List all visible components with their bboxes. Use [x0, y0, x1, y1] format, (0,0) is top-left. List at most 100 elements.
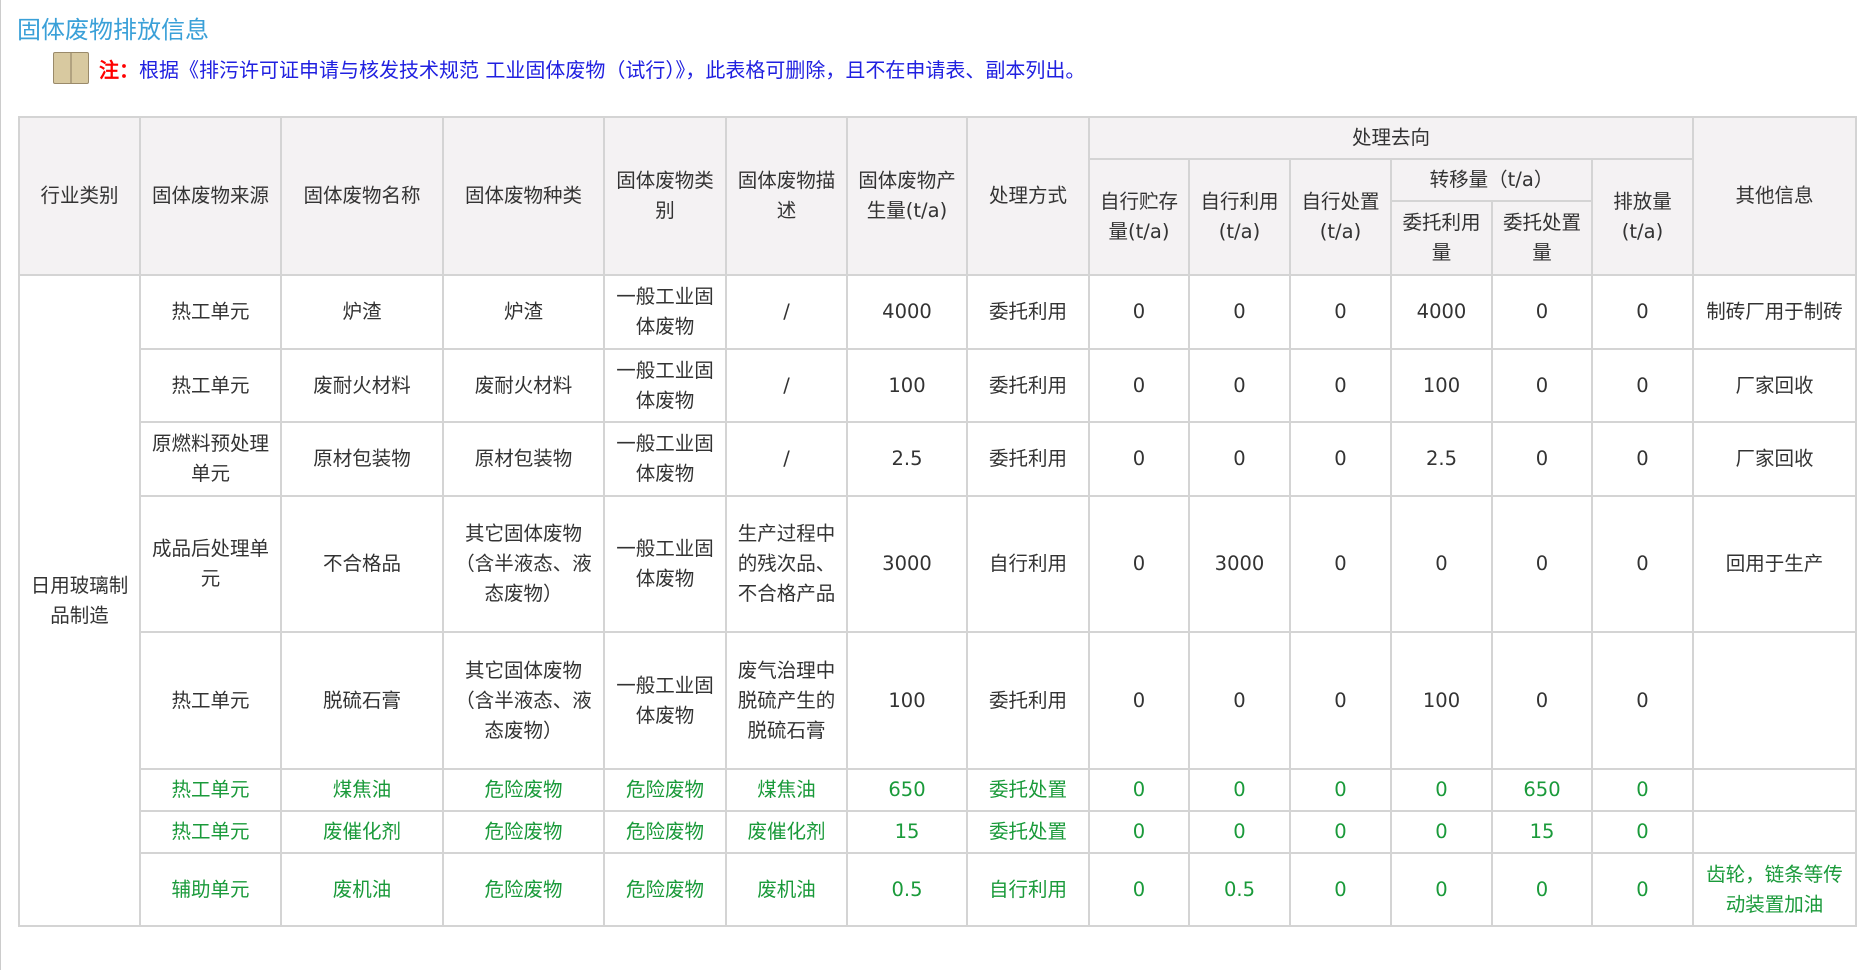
- table-cell: 0: [1088, 631, 1190, 770]
- table-cell: 炉渣: [442, 274, 605, 350]
- table-cell: 0: [1591, 768, 1694, 812]
- table-cell: 4000: [846, 274, 968, 350]
- table-cell: 0: [1188, 810, 1291, 854]
- header-direction: 处理去向: [1088, 116, 1694, 160]
- table-cell: [1692, 768, 1857, 812]
- table-cell: 废机油: [725, 852, 848, 927]
- table-cell: 热工单元: [139, 348, 282, 423]
- table-cell: 0: [1289, 274, 1392, 350]
- header-kind: 固体废物种类: [442, 116, 605, 276]
- cell-industry: 日用玻璃制品制造: [18, 274, 141, 927]
- table-cell: 0: [1390, 852, 1493, 927]
- table-cell: 委托利用: [966, 631, 1090, 770]
- table-cell: 3000: [846, 495, 968, 633]
- table-cell: 100: [846, 348, 968, 423]
- table-cell: 脱硫石膏: [280, 631, 444, 770]
- table-cell: 0: [1591, 348, 1694, 423]
- table-cell: 0: [1491, 421, 1593, 497]
- header-desc: 固体废物描述: [725, 116, 848, 276]
- table-cell: /: [725, 348, 848, 423]
- table-cell: /: [725, 421, 848, 497]
- table-cell: 15: [1491, 810, 1593, 854]
- table-cell: 齿轮，链条等传动装置加油: [1692, 852, 1857, 927]
- header-source: 固体废物来源: [139, 116, 282, 276]
- table-cell: 煤焦油: [725, 768, 848, 812]
- table-cell: 0: [1289, 852, 1392, 927]
- table-cell: 制砖厂用于制砖: [1692, 274, 1857, 350]
- table-row: 成品后处理单元 不合格品 其它固体废物（含半液态、液态废物） 一般工业固体废物 生产过程…: [19, 495, 1857, 633]
- table-cell: 其它固体废物（含半液态、液态废物）: [442, 631, 605, 770]
- table-cell: 热工单元: [139, 274, 282, 350]
- table-cell: 废耐火材料: [280, 348, 444, 423]
- table-row: 热工单元 煤焦油 危险废物 危险废物 煤焦油 650 委托处置 0 0 0 0 650 0: [19, 768, 1857, 812]
- table-cell: 0: [1390, 768, 1493, 812]
- table-cell: 0: [1591, 631, 1694, 770]
- table-cell: 0: [1491, 852, 1593, 927]
- table-cell: 0: [1289, 348, 1392, 423]
- table-cell: /: [725, 274, 848, 350]
- header-other: 其他信息: [1692, 116, 1857, 276]
- table-cell: 100: [1390, 631, 1493, 770]
- table-cell: 0: [1491, 495, 1593, 633]
- table-cell: 0: [1289, 495, 1392, 633]
- table-cell: 危险废物: [442, 852, 605, 927]
- solid-waste-table: 行业类别 固体废物来源 固体废物名称 固体废物种类 固体废物类别 固体废物描述 …: [18, 116, 1857, 927]
- table-cell: 委托处置: [966, 768, 1090, 812]
- table-cell: 委托处置: [966, 810, 1090, 854]
- table-cell: 0: [1591, 421, 1694, 497]
- table-cell: 废机油: [280, 852, 444, 927]
- table-cell: 0: [1591, 274, 1694, 350]
- header-amount: 固体废物产生量(t/a): [846, 116, 968, 276]
- table-cell: 2.5: [846, 421, 968, 497]
- table-cell: 煤焦油: [280, 768, 444, 812]
- table-cell: 热工单元: [139, 768, 282, 812]
- table-cell: 0: [1088, 348, 1190, 423]
- table-cell: [1692, 810, 1857, 854]
- table-cell: 0.5: [1188, 852, 1291, 927]
- table-cell: 自行利用: [966, 852, 1090, 927]
- table-cell: 0: [1088, 421, 1190, 497]
- table-cell: 危险废物: [603, 768, 727, 812]
- table-cell: 100: [846, 631, 968, 770]
- table-cell: 0: [1088, 274, 1190, 350]
- table-cell: 成品后处理单元: [139, 495, 282, 633]
- header-name: 固体废物名称: [280, 116, 444, 276]
- header-entrust-dispose: 委托处置量: [1491, 200, 1593, 276]
- note-text: 根据《排污许可证申请与核发技术规范 工业固体废物（试行）》，此表格可删除，且不在…: [139, 57, 1086, 82]
- table-cell: 0: [1491, 348, 1593, 423]
- table-cell: 0: [1289, 631, 1392, 770]
- table-cell: 原材包装物: [442, 421, 605, 497]
- table-cell: 0: [1088, 768, 1190, 812]
- table-cell: 自行利用: [966, 495, 1090, 633]
- table-cell: 热工单元: [139, 631, 282, 770]
- table-cell: 0: [1491, 631, 1593, 770]
- table-cell: 0: [1289, 768, 1392, 812]
- header-self-store: 自行贮存量(t/a): [1088, 158, 1190, 276]
- table-cell: 100: [1390, 348, 1493, 423]
- table-cell: [1692, 631, 1857, 770]
- table-cell: 厂家回收: [1692, 421, 1857, 497]
- header-method: 处理方式: [966, 116, 1090, 276]
- table-cell: 0: [1591, 495, 1694, 633]
- header-transfer: 转移量（t/a）: [1390, 158, 1593, 202]
- table-cell: 3000: [1188, 495, 1291, 633]
- table-row: 热工单元 废耐火材料 废耐火材料 一般工业固体废物/100 委托利用 0 0 0 100 0 0 厂家…: [19, 348, 1857, 423]
- table-cell: 一般工业固体废物: [603, 348, 727, 423]
- table-cell: 4000: [1390, 274, 1493, 350]
- table-cell: 热工单元: [139, 810, 282, 854]
- table-cell: 0: [1390, 495, 1493, 633]
- table-row: 热工单元 废催化剂 危险废物 危险废物 废催化剂 15 委托处置 0 0 0 0 15 0: [19, 810, 1857, 854]
- table-cell: 0: [1491, 274, 1593, 350]
- table-cell: 2.5: [1390, 421, 1493, 497]
- table-cell: 危险废物: [442, 768, 605, 812]
- table-cell: 其它固体废物（含半液态、液态废物）: [442, 495, 605, 633]
- table-cell: 废催化剂: [725, 810, 848, 854]
- table-cell: 委托利用: [966, 274, 1090, 350]
- table-row: 热工单元 脱硫石膏 其它固体废物（含半液态、液态废物） 一般工业固体废物 废气治理中脱硫…: [19, 631, 1857, 770]
- table-row: 原燃料预处理单元 原材包装物 原材包装物 一般工业固体废物/2.5 委托利用 0 0 0 2.5…: [19, 421, 1857, 497]
- page-title: 固体废物排放信息: [17, 16, 209, 44]
- table-cell: 0: [1088, 495, 1190, 633]
- table-cell: 0: [1591, 810, 1694, 854]
- table-cell: 危险废物: [603, 810, 727, 854]
- table-cell: 危险废物: [603, 852, 727, 927]
